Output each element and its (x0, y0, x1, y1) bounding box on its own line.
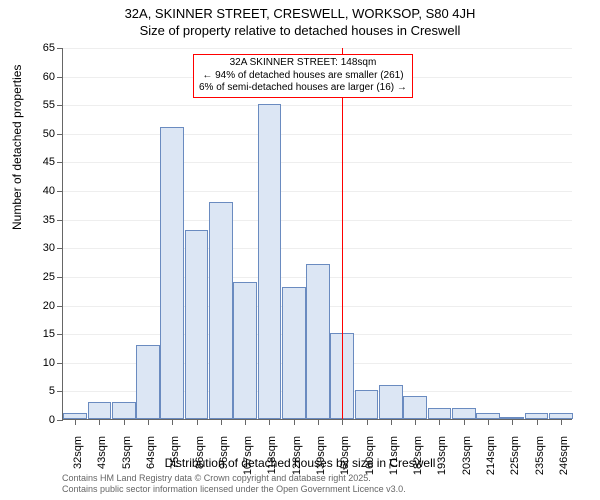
footer-line1: Contains HM Land Registry data © Crown c… (62, 473, 406, 485)
x-tick (124, 419, 125, 425)
x-tick (172, 419, 173, 425)
x-tick (367, 419, 368, 425)
x-tick (342, 419, 343, 425)
x-tick (75, 419, 76, 425)
y-tick-label: 60 (43, 71, 55, 83)
y-tick-label: 45 (43, 156, 55, 168)
y-axis-label: Number of detached properties (10, 65, 24, 230)
plot-area: 0510152025303540455055606532sqm43sqm53sq… (62, 48, 572, 420)
footer-line2: Contains public sector information licen… (62, 484, 406, 496)
y-tick-label: 15 (43, 328, 55, 340)
y-tick (57, 220, 63, 221)
y-tick (57, 306, 63, 307)
gridline (63, 191, 572, 192)
x-tick (294, 419, 295, 425)
x-tick (245, 419, 246, 425)
y-tick (57, 48, 63, 49)
y-tick (57, 77, 63, 78)
chart-title-line2: Size of property relative to detached ho… (0, 23, 600, 38)
x-tick (391, 419, 392, 425)
histogram-bar (185, 230, 209, 419)
x-tick (488, 419, 489, 425)
y-tick-label: 35 (43, 214, 55, 226)
histogram-bar (233, 282, 257, 419)
x-tick (464, 419, 465, 425)
gridline (63, 248, 572, 249)
histogram-bar (136, 345, 160, 419)
y-tick-label: 20 (43, 300, 55, 312)
annotation-line1: 32A SKINNER STREET: 148sqm (199, 57, 407, 70)
annotation-line3: 6% of semi-detached houses are larger (1… (199, 82, 407, 95)
y-tick (57, 248, 63, 249)
x-tick (537, 419, 538, 425)
y-tick-label: 40 (43, 185, 55, 197)
histogram-bar (403, 396, 427, 419)
y-tick-label: 50 (43, 128, 55, 140)
gridline (63, 162, 572, 163)
y-tick (57, 391, 63, 392)
y-tick (57, 420, 63, 421)
marker-line (342, 48, 343, 419)
x-tick (197, 419, 198, 425)
histogram-bar (209, 202, 233, 419)
histogram-bar (355, 390, 379, 419)
y-tick (57, 277, 63, 278)
histogram-bar (258, 104, 282, 419)
annotation-line2: ← 94% of detached houses are smaller (26… (199, 70, 407, 83)
histogram-bar (379, 385, 403, 419)
x-tick (561, 419, 562, 425)
x-tick (221, 419, 222, 425)
gridline (63, 105, 572, 106)
x-tick (512, 419, 513, 425)
y-tick-label: 55 (43, 99, 55, 111)
y-tick-label: 25 (43, 271, 55, 283)
x-tick (99, 419, 100, 425)
y-tick-label: 0 (49, 414, 55, 426)
histogram-bar (88, 402, 112, 419)
histogram-bar (160, 127, 184, 419)
x-tick (415, 419, 416, 425)
histogram-bar (282, 287, 306, 419)
x-tick (318, 419, 319, 425)
histogram-bar (452, 408, 476, 419)
y-tick (57, 191, 63, 192)
x-tick (269, 419, 270, 425)
y-tick-label: 30 (43, 242, 55, 254)
y-tick-label: 65 (43, 42, 55, 54)
gridline (63, 48, 572, 49)
chart-title-block: 32A, SKINNER STREET, CRESWELL, WORKSOP, … (0, 0, 600, 38)
y-tick-label: 10 (43, 357, 55, 369)
y-tick (57, 334, 63, 335)
gridline (63, 220, 572, 221)
x-tick (148, 419, 149, 425)
chart-container: 32A, SKINNER STREET, CRESWELL, WORKSOP, … (0, 0, 600, 500)
y-tick (57, 134, 63, 135)
annotation-box: 32A SKINNER STREET: 148sqm← 94% of detac… (193, 54, 413, 98)
y-tick (57, 105, 63, 106)
x-tick (439, 419, 440, 425)
y-tick (57, 363, 63, 364)
histogram-bar (428, 408, 452, 419)
x-axis-label: Distribution of detached houses by size … (0, 456, 600, 470)
histogram-bar (306, 264, 330, 419)
chart-title-line1: 32A, SKINNER STREET, CRESWELL, WORKSOP, … (0, 6, 600, 21)
gridline (63, 134, 572, 135)
footer-text: Contains HM Land Registry data © Crown c… (62, 473, 406, 496)
histogram-bar (112, 402, 136, 419)
y-tick-label: 5 (49, 385, 55, 397)
y-tick (57, 162, 63, 163)
